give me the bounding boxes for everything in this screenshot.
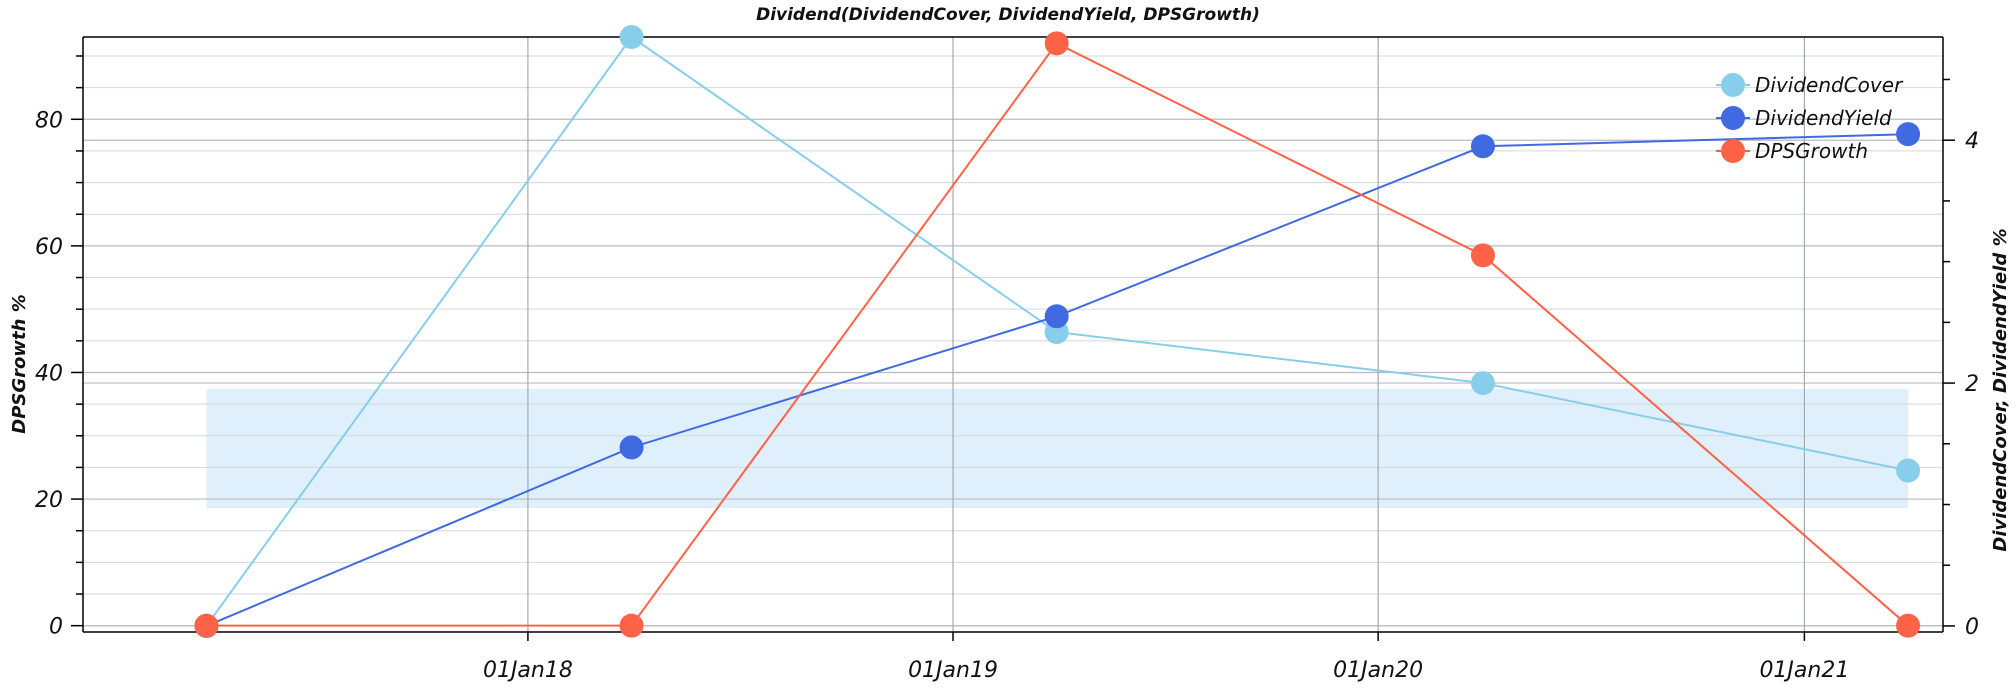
dividendcover-point: [619, 25, 644, 49]
dividendyield-point: [1044, 304, 1069, 329]
legend-dividendcover-marker: [1721, 73, 1745, 97]
left-tick-label: 20: [35, 488, 63, 513]
dpsgrowth-point: [1896, 613, 1921, 638]
dpsgrowth-point: [194, 613, 219, 638]
left-tick-label: 40: [35, 361, 63, 386]
series: [194, 25, 1921, 638]
dividendyield-line: [206, 133, 1909, 627]
gridlines: [83, 37, 1943, 632]
dividendcover-point: [1896, 458, 1921, 483]
legend-dpsgrowth-label: DPSGrowth: [1755, 139, 1868, 163]
legend-dpsgrowth-marker: [1721, 139, 1745, 163]
x-tick-label: 01Jan19: [908, 658, 998, 683]
dividendyield-point: [1470, 134, 1495, 159]
x-tick-label: 01Jan20: [1333, 658, 1423, 683]
left-tick-label: 60: [35, 235, 63, 260]
right-tick-label: 2: [1965, 372, 1979, 397]
legend-dividendcover-label: DividendCover: [1755, 73, 1904, 97]
reference-band: [206, 388, 1909, 508]
dpsgrowth-point: [619, 613, 644, 638]
legend: DividendCover DividendYield DPSGrowth: [1716, 73, 1904, 163]
left-tick-label: 80: [35, 108, 63, 133]
left-axis-title: DPSGrowth %: [9, 294, 30, 433]
legend-dividendyield-label: DividendYield: [1755, 106, 1892, 130]
dpsgrowth-point: [1044, 31, 1069, 56]
dividendyield-point: [1896, 122, 1921, 147]
right-tick-label: 0: [1965, 615, 1979, 640]
dpsgrowth-point: [1470, 243, 1495, 268]
right-axis-title: DividendCover, DividendYield %: [1990, 228, 2011, 551]
left-tick-label: 0: [49, 615, 63, 640]
dividendcover-point: [1470, 371, 1495, 396]
shaded-band: [206, 388, 1909, 508]
dividendyield-point: [619, 435, 644, 460]
legend-dividendyield-marker: [1721, 106, 1745, 130]
right-tick-label: 4: [1965, 129, 1979, 154]
chart-title: Dividend(DividendCover, DividendYield, D…: [756, 5, 1260, 25]
x-tick-label: 01Jan21: [1759, 658, 1849, 683]
x-tick-label: 01Jan18: [483, 658, 573, 683]
axes: 0 20 40 60 80 0 2 4 01Jan18 01Jan19 01Jan20 01Jan21: [35, 36, 1979, 683]
